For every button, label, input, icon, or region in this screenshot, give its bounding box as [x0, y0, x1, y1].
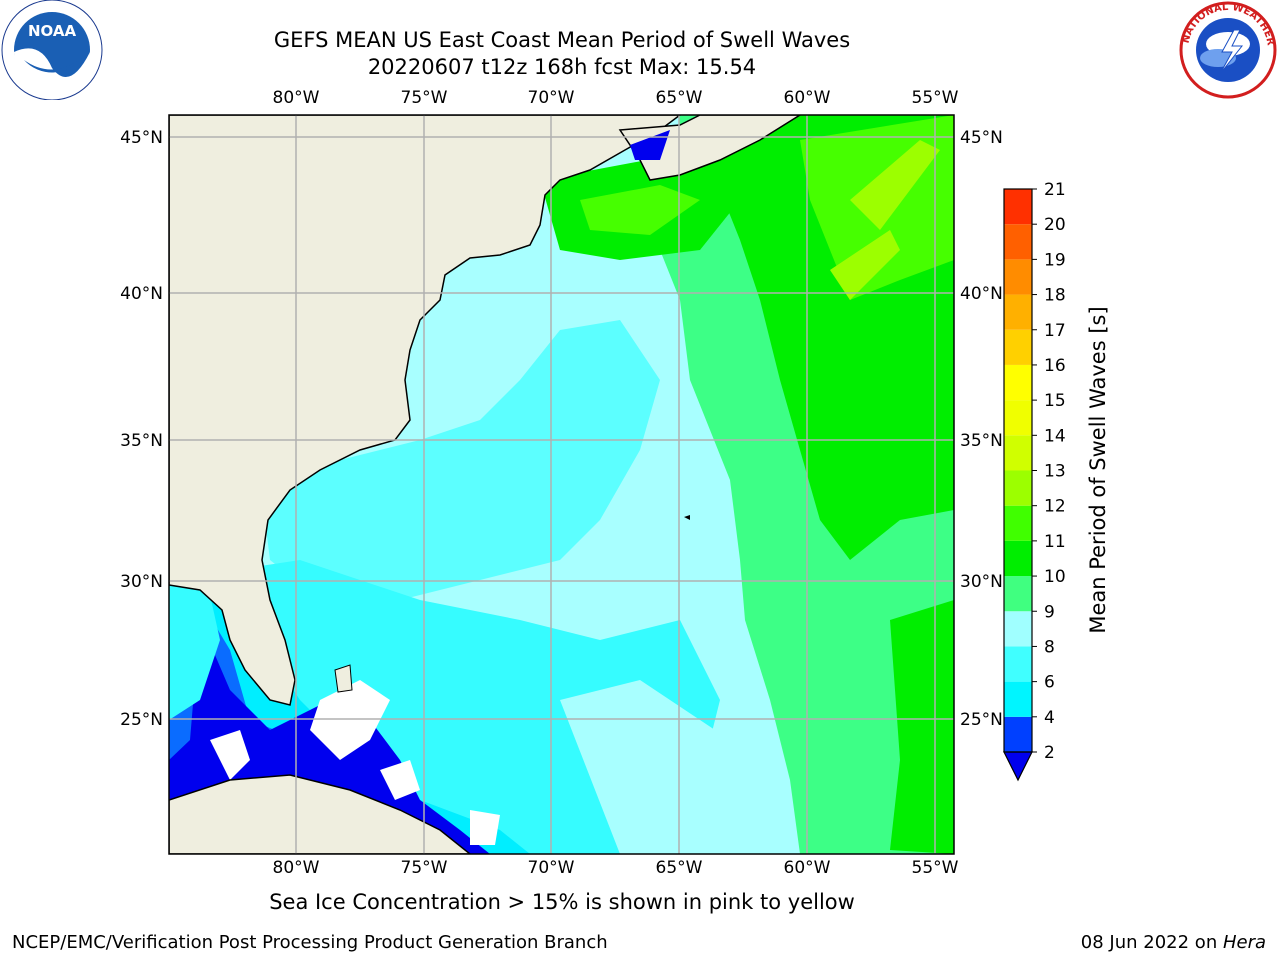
- colorbar-tick-label: 8: [1044, 637, 1055, 657]
- lon-tick-label: 60°W: [784, 88, 831, 108]
- lon-tick-label: 55°W: [912, 858, 959, 878]
- colorbar-tick-label: 19: [1044, 250, 1066, 270]
- colorbar-segment: [1004, 646, 1032, 682]
- chart-title: GEFS MEAN US East Coast Mean Period of S…: [273, 28, 851, 52]
- lon-tick-label: 70°W: [528, 88, 575, 108]
- colorbar-segment: [1004, 400, 1032, 436]
- lon-tick-label: 75°W: [401, 858, 448, 878]
- colorbar-tick-label: 20: [1044, 215, 1066, 235]
- colorbar-segment: [1004, 505, 1032, 541]
- colorbar-segment: [1004, 540, 1032, 577]
- colorbar: 2 4 6 8 9 10 11 12 13 14 15 16 17 18 19 20 21: [1003, 180, 1066, 782]
- lat-tick-label: 45°N: [960, 128, 1003, 148]
- lon-tick-label: 65°W: [656, 88, 703, 108]
- colorbar-segment: [1004, 259, 1032, 295]
- colorbar-tick-label: 18: [1044, 286, 1066, 306]
- colorbar-tick-label: 21: [1044, 180, 1066, 200]
- chart-subtitle: 20220607 t12z 168h fcst Max: 15.54: [367, 55, 757, 79]
- colorbar-tick-label: 15: [1044, 391, 1066, 411]
- lat-tick-label: 25°N: [120, 710, 163, 730]
- colorbar-tick-label: 9: [1044, 602, 1055, 622]
- graticule: [169, 115, 954, 854]
- footer-credit: NCEP/EMC/Verification Post Processing Pr…: [12, 932, 608, 953]
- footer-machine: Hera: [1222, 932, 1266, 953]
- nws-logo: NATIONAL WEATHER SERVICE: [1176, 0, 1277, 99]
- lat-tick-label: 25°N: [960, 710, 1003, 730]
- lat-tick-label: 30°N: [960, 572, 1003, 592]
- colorbar-tick-label: 14: [1044, 426, 1066, 446]
- map-frame: [168, 114, 955, 855]
- colorbar-tick-label: 6: [1044, 673, 1055, 693]
- colorbar-segment: [1004, 681, 1032, 717]
- colorbar-segment: [1004, 611, 1032, 647]
- lon-tick-label: 60°W: [784, 858, 831, 878]
- colorbar-segment: [1004, 224, 1032, 260]
- colorbar-tick-label: 11: [1044, 532, 1066, 552]
- colorbar-tick-label: 12: [1044, 497, 1066, 517]
- lon-tick-label: 80°W: [273, 858, 320, 878]
- footer-date-text: 08 Jun 2022 on: [1080, 932, 1223, 953]
- noaa-logo: NOAA: [1, 0, 103, 100]
- colorbar-segment: [1004, 435, 1032, 471]
- colorbar-segment: [1004, 716, 1032, 752]
- colorbar-tick-label: 17: [1044, 321, 1066, 341]
- colorbar-segment: [1004, 294, 1032, 330]
- lat-tick-label: 40°N: [120, 284, 163, 304]
- colorbar-segment: [1004, 470, 1032, 506]
- colorbar-segment: [1004, 329, 1032, 365]
- sea-ice-note: Sea Ice Concentration > 15% is shown in …: [269, 890, 855, 914]
- lat-tick-label: 35°N: [960, 431, 1003, 451]
- colorbar-tick-label: 16: [1044, 356, 1066, 376]
- lat-tick-label: 40°N: [960, 284, 1003, 304]
- lon-tick-label: 75°W: [401, 88, 448, 108]
- colorbar-tick-label: 2: [1044, 743, 1055, 763]
- colorbar-segment: [1004, 576, 1032, 612]
- colorbar-segment: [1004, 364, 1032, 401]
- colorbar-tick-label: 4: [1044, 708, 1055, 728]
- lon-tick-label: 70°W: [528, 858, 575, 878]
- lat-tick-label: 30°N: [120, 572, 163, 592]
- colorbar-under-arrow: [1003, 751, 1033, 782]
- colorbar-label: Mean Period of Swell Waves [s]: [1086, 306, 1110, 633]
- lat-tick-label: 45°N: [120, 128, 163, 148]
- map-field: [169, 115, 954, 854]
- footer-date: 08 Jun 2022 on Hera: [1081, 932, 1266, 953]
- lon-tick-label: 55°W: [912, 88, 959, 108]
- noaa-logo-text: NOAA: [28, 22, 77, 40]
- lon-tick-label: 80°W: [273, 88, 320, 108]
- colorbar-tick-label: 10: [1044, 567, 1066, 587]
- colorbar-segment: [1004, 189, 1032, 225]
- colorbar-tick-label: 13: [1044, 462, 1066, 482]
- lat-tick-label: 35°N: [120, 431, 163, 451]
- lon-tick-label: 65°W: [656, 858, 703, 878]
- axis-labels: 80°W 80°W 75°W 75°W 70°W 70°W 65°W 65°W 60°W 60°W…: [120, 88, 1003, 878]
